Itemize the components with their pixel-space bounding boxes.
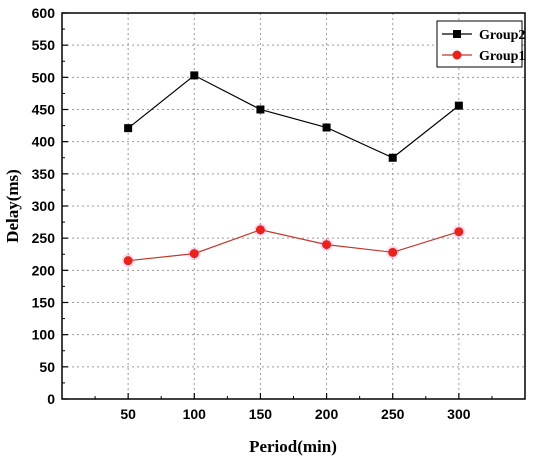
group2-point — [388, 153, 397, 162]
y-tick-label: 250 — [32, 230, 56, 246]
y-tick-label: 0 — [47, 391, 55, 407]
x-axis: 50 100 150 200 250 300 — [94, 393, 493, 422]
y-tick-label: 200 — [32, 262, 56, 278]
y-tick-label: 600 — [32, 5, 56, 21]
group2-point — [124, 124, 133, 133]
group1-point — [255, 225, 265, 235]
x-tick-label: 200 — [315, 406, 339, 422]
y-tick-label: 300 — [32, 198, 56, 214]
y-tick-label: 450 — [32, 102, 56, 118]
legend-label-group1: Group1 — [479, 49, 525, 64]
series-layer — [121, 71, 466, 268]
legend-label-group2: Group2 — [479, 28, 525, 43]
y-tick-label: 150 — [32, 295, 56, 311]
y-axis: 0 50 100 150 200 250 300 350 400 450 500 550 600 — [32, 5, 68, 407]
group1-point — [454, 227, 464, 237]
group1-point — [388, 247, 398, 257]
y-axis-title: Delay(ms) — [3, 169, 22, 243]
group1-point — [322, 240, 332, 250]
x-tick-label: 250 — [381, 406, 405, 422]
group2-point — [454, 101, 463, 110]
x-tick-label: 150 — [249, 406, 273, 422]
y-tick-label: 500 — [32, 69, 56, 85]
group2-point — [190, 71, 199, 80]
y-tick-label: 550 — [32, 37, 56, 53]
grid-lines — [62, 13, 525, 399]
y-tick-label: 50 — [39, 359, 55, 375]
group1-point — [189, 249, 199, 259]
legend-marker-group2 — [453, 30, 461, 38]
legend: Group2 Group1 — [436, 20, 525, 68]
group2-series-line — [127, 74, 460, 159]
legend-box — [436, 20, 523, 68]
y-tick-label: 400 — [32, 134, 56, 150]
group1-point — [123, 256, 133, 266]
legend-marker-group1 — [452, 50, 462, 60]
y-tick-label: 350 — [32, 166, 56, 182]
x-axis-title: Period(min) — [249, 437, 337, 456]
group1-series-line — [128, 229, 460, 262]
group2-point — [256, 105, 265, 114]
x-tick-label: 300 — [447, 406, 471, 422]
y-tick-label: 100 — [32, 327, 56, 343]
x-tick-label: 100 — [183, 406, 207, 422]
x-tick-label: 50 — [120, 406, 136, 422]
group2-point — [322, 123, 331, 132]
